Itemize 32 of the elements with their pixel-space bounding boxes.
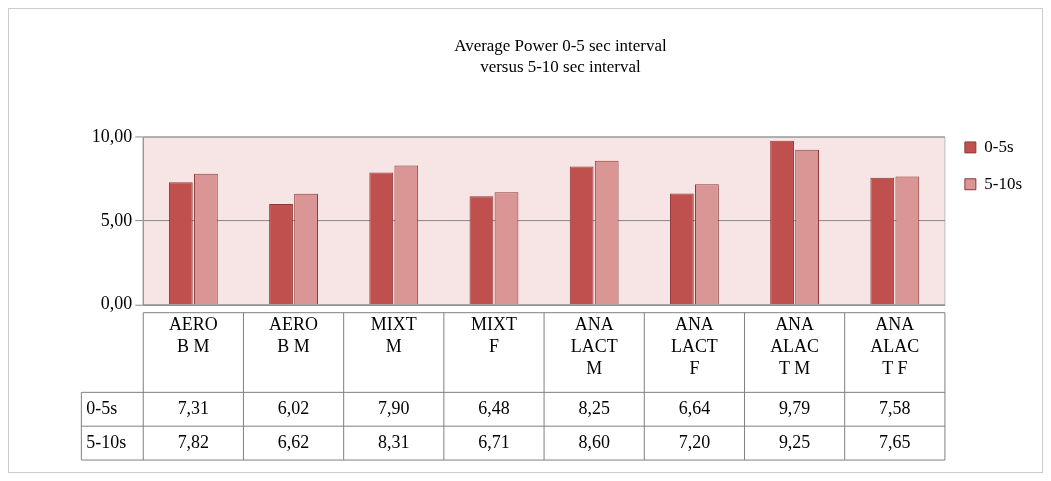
legend-label: 0-5s — [984, 136, 1014, 156]
text: 9,79 — [778, 398, 811, 418]
x-tick-label: MIXT F — [471, 314, 517, 357]
text: 7,82 — [177, 431, 210, 452]
y-tick-label: 0,00 — [100, 293, 133, 314]
x-tick-label: ANA LACT F — [670, 314, 718, 379]
legend-label: 5-10s — [984, 173, 1023, 193]
text: 6,71 — [478, 431, 510, 452]
x-tick-label: ANA ALACT F — [870, 314, 920, 379]
text: 5-10s — [86, 431, 127, 452]
text: 8,31 — [378, 431, 410, 452]
chart-title: Average Power 0-5 sec interval versus 5-10 sec interval — [454, 36, 667, 76]
text: 8,60 — [578, 431, 610, 452]
text: 8,25 — [578, 398, 610, 418]
text: 7,31 — [177, 398, 210, 418]
text: 0-5s — [86, 398, 118, 418]
text: 6,48 — [478, 398, 510, 418]
x-tick-label: AEROB M — [269, 314, 319, 357]
y-tick-label: 10,00 — [91, 125, 133, 146]
text: 6,02 — [277, 398, 310, 418]
text: 6,64 — [678, 398, 711, 418]
text: 7,65 — [879, 431, 911, 452]
text: 9,25 — [778, 431, 811, 452]
text: 7,20 — [678, 431, 711, 452]
x-tick-label: ANA ALACT M — [770, 314, 820, 379]
text: 6,62 — [277, 431, 310, 452]
text: 7,90 — [378, 398, 410, 418]
x-tick-label: AEROB M — [168, 314, 218, 357]
x-tick-label: MIXT M — [370, 314, 417, 357]
text: 7,58 — [879, 398, 911, 418]
y-tick-label: 5,00 — [100, 209, 133, 230]
x-tick-label: ANA LACT M — [570, 314, 618, 379]
